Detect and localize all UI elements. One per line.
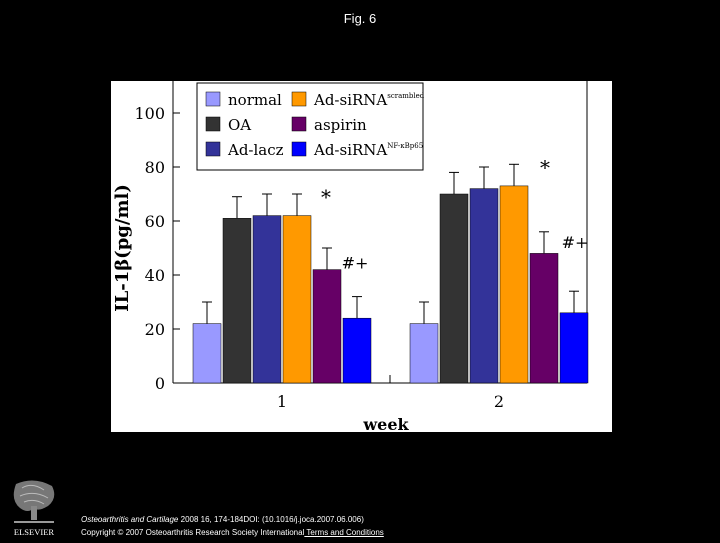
y-tick-label: 0 bbox=[155, 374, 165, 393]
bar bbox=[439, 193, 469, 384]
bar bbox=[469, 188, 499, 384]
x-tick-label: 2 bbox=[494, 392, 504, 411]
legend-box bbox=[196, 82, 424, 171]
copyright-line: Copyright © 2007 Osteoarthritis Research… bbox=[81, 528, 384, 537]
y-tick-label: 60 bbox=[145, 212, 165, 231]
bar bbox=[499, 185, 529, 384]
legend-label: aspirin bbox=[314, 116, 367, 134]
bar bbox=[312, 269, 342, 384]
elsevier-tree-icon: ELSEVIER bbox=[8, 478, 60, 538]
legend-swatch bbox=[291, 141, 307, 157]
bar bbox=[252, 215, 282, 384]
bar bbox=[529, 253, 559, 384]
significance-annotation: * bbox=[540, 155, 550, 179]
legend-label: Ad-lacz bbox=[227, 141, 284, 159]
elsevier-wordmark: ELSEVIER bbox=[14, 527, 54, 537]
chart-panel: 0 20 40 60 80 100 IL-1β(pg/ml) 1 2 * #+ * #+ week norm… bbox=[111, 81, 612, 432]
citation-line: Osteoarthritis and Cartilage 2008 16, 17… bbox=[81, 515, 364, 524]
legend-swatch bbox=[291, 91, 307, 107]
y-tick-label: 100 bbox=[134, 104, 165, 123]
significance-annotation: * bbox=[321, 185, 331, 209]
y-tick-label: 80 bbox=[145, 158, 165, 177]
legend-label: normal bbox=[228, 91, 282, 109]
legend-swatch bbox=[205, 116, 221, 132]
bar bbox=[342, 317, 372, 384]
y-tick-label: 20 bbox=[145, 320, 165, 339]
legend-swatch bbox=[205, 91, 221, 107]
terms-link[interactable]: Terms and Conditions bbox=[304, 528, 384, 537]
x-tick-label: 1 bbox=[277, 392, 287, 411]
significance-annotation: #+ bbox=[342, 254, 369, 273]
legend-label: Ad-siRNAscrambled bbox=[313, 91, 425, 109]
bar bbox=[282, 215, 312, 384]
y-axis-label: IL-1β(pg/ml) bbox=[112, 184, 133, 312]
journal-name: Osteoarthritis and Cartilage bbox=[81, 515, 179, 524]
il1b-bar-chart: 0 20 40 60 80 100 IL-1β(pg/ml) 1 2 * #+ * #+ week norm… bbox=[112, 81, 589, 432]
copyright-text: Copyright © 2007 Osteoarthritis Research… bbox=[81, 528, 305, 537]
bar bbox=[409, 323, 439, 384]
bar bbox=[192, 323, 222, 384]
legend-swatch bbox=[205, 141, 221, 157]
citation-text: 2008 16, 174-184DOI: (10.1016/j.joca.200… bbox=[178, 515, 364, 524]
legend-label: OA bbox=[228, 116, 251, 134]
bar bbox=[559, 312, 589, 384]
legend-label: Ad-siRNANF-κBp65 bbox=[313, 141, 423, 159]
y-tick-label: 40 bbox=[145, 266, 165, 285]
bar bbox=[222, 218, 252, 384]
x-axis-label: week bbox=[362, 415, 409, 432]
significance-annotation: #+ bbox=[562, 233, 589, 252]
elsevier-logo: ELSEVIER bbox=[8, 478, 60, 538]
legend-swatch bbox=[291, 116, 307, 132]
figure-title: Fig. 6 bbox=[343, 11, 377, 26]
